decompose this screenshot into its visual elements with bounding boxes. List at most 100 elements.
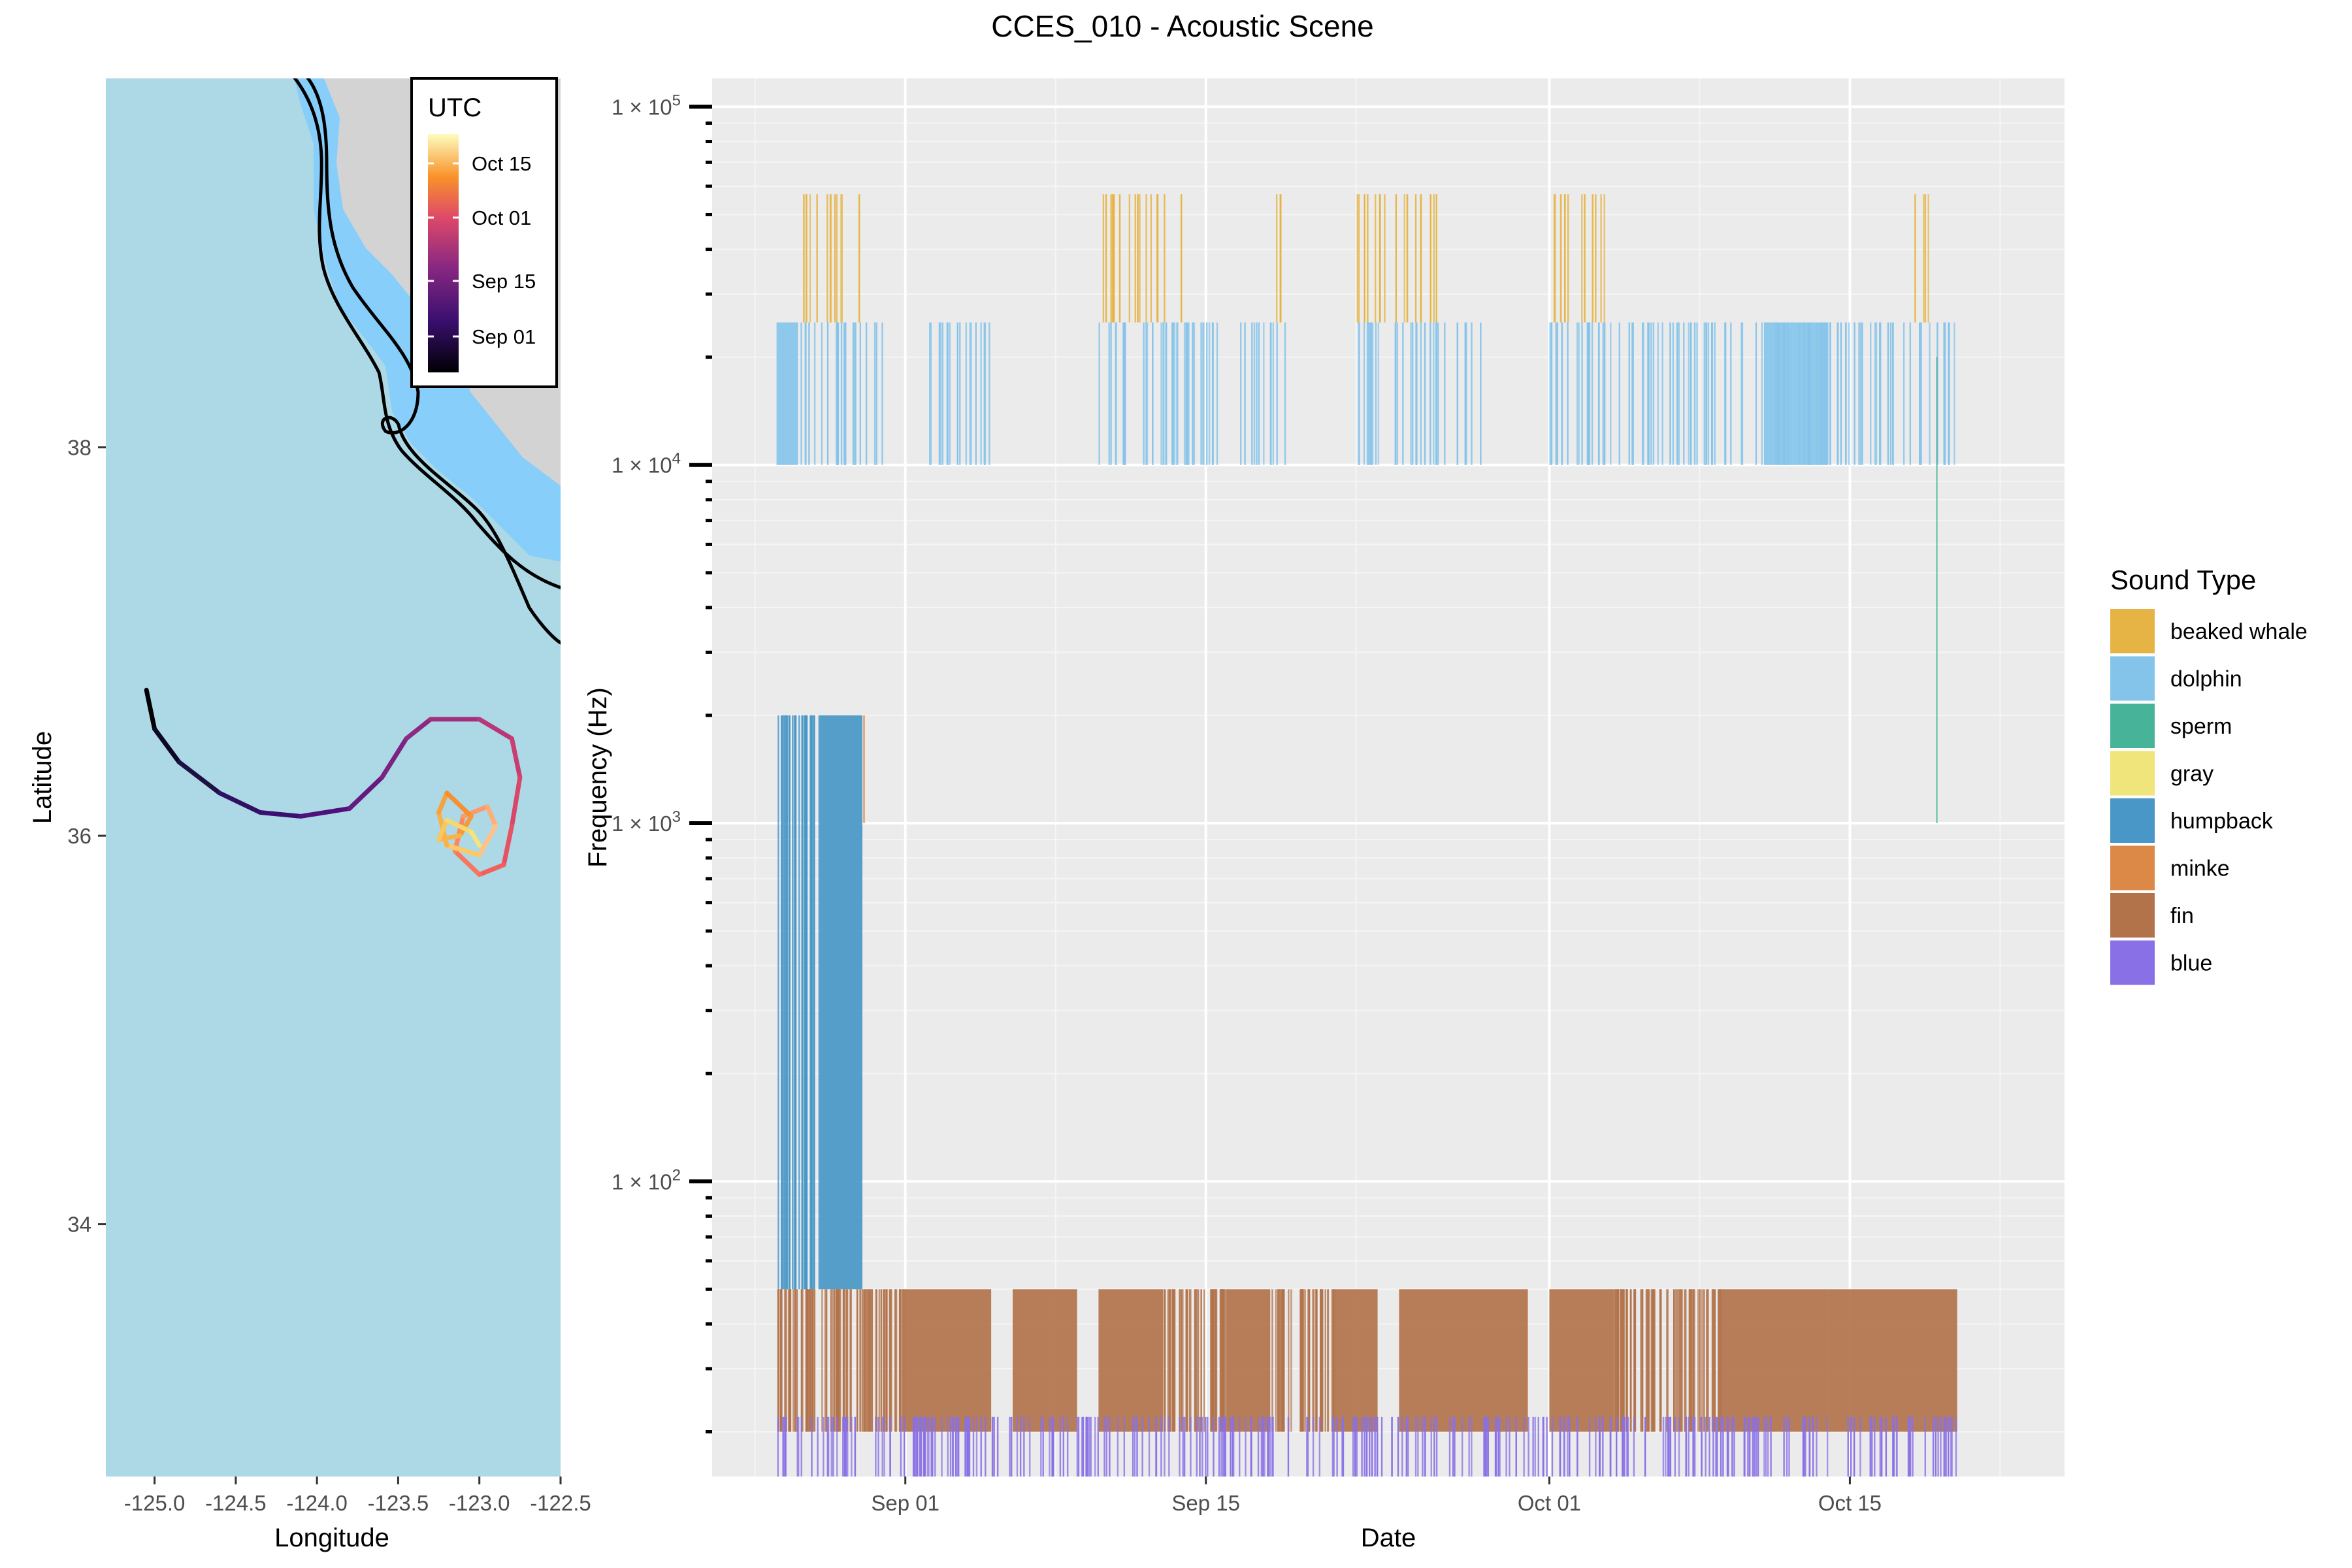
- detection-bar: [854, 1416, 856, 1477]
- detection-bar: [1550, 322, 1553, 465]
- detection-bar: [1672, 322, 1674, 465]
- utc-legend-ticks: Oct 15 Oct 01 Sep 15 Sep 01: [428, 152, 536, 348]
- detection-bar: [1279, 1289, 1281, 1432]
- detection-bar: [1356, 194, 1359, 323]
- detection-bar: [1471, 322, 1473, 465]
- detection-bar: [1414, 1416, 1417, 1477]
- detection-bar: [1599, 1416, 1601, 1477]
- detection-bar: [1110, 194, 1112, 323]
- detection-bar: [866, 1289, 868, 1432]
- detection-bar: [883, 1416, 885, 1477]
- legend-item-dolphin: dolphin: [2110, 656, 2242, 701]
- detection-bar: [1556, 322, 1559, 465]
- detection-bar: [1733, 1416, 1735, 1477]
- detection-bar: [809, 194, 811, 323]
- detection-bar: [1730, 322, 1732, 465]
- detection-bar: [1652, 322, 1655, 465]
- detection-bar: [1306, 1416, 1308, 1477]
- detection-bar: [810, 715, 813, 1290]
- detection-bar: [859, 322, 862, 465]
- detection-bar: [1499, 1416, 1501, 1477]
- detection-bar: [1185, 322, 1187, 465]
- detection-bar: [1936, 357, 1938, 823]
- detection-bar: [1804, 1416, 1806, 1477]
- detection-bar: [1929, 322, 1931, 465]
- detection-bar: [1714, 1289, 1716, 1432]
- detection-bar: [777, 1289, 779, 1432]
- detection-bar: [1950, 1416, 1952, 1477]
- detection-bar: [1648, 1289, 1650, 1432]
- detection-bar: [915, 1416, 917, 1477]
- detection-bar: [813, 715, 815, 1290]
- detection-bar: [1697, 1289, 1699, 1432]
- detection-bar: [1354, 1416, 1356, 1477]
- detection-bar: [777, 1416, 779, 1477]
- detection-bar: [804, 715, 806, 1290]
- detection-bar: [1253, 322, 1256, 465]
- detection-bar: [1167, 1289, 1169, 1432]
- detection-bar: [1405, 1416, 1408, 1477]
- detection-bar: [1322, 1289, 1324, 1432]
- detection-bar: [930, 1416, 932, 1477]
- detection-bar: [1424, 1416, 1426, 1477]
- detection-bar: [1945, 1416, 1948, 1477]
- detection-bar: [858, 194, 860, 323]
- detection-bar: [968, 1416, 971, 1477]
- detection-bar: [1515, 1416, 1517, 1477]
- detection-bar: [1847, 1416, 1849, 1477]
- detection-bar: [878, 1289, 881, 1432]
- detection-bar: [840, 322, 843, 465]
- detection-bar: [1367, 322, 1369, 465]
- series-minke: [863, 715, 865, 823]
- detection-bar: [777, 715, 779, 1290]
- legend-swatch: [2110, 845, 2155, 890]
- detection-bar: [1767, 1416, 1769, 1477]
- detection-bar: [1224, 1289, 1227, 1432]
- detection-bar: [941, 1416, 943, 1477]
- detection-bar: [1578, 322, 1580, 465]
- detection-bar: [1407, 1416, 1409, 1477]
- detection-bar: [1948, 322, 1950, 465]
- detection-bar-block: [776, 322, 798, 465]
- map-x-tick-label: -125.0: [124, 1491, 186, 1515]
- detection-bar: [1788, 1416, 1790, 1477]
- sound-type-legend: Sound Type beaked whale dolphin sperm gray h…: [2110, 564, 2308, 985]
- detection-bar: [1410, 322, 1412, 465]
- detection-bar: [1375, 322, 1377, 465]
- detection-bar: [800, 1289, 803, 1432]
- detection-bar: [1932, 1416, 1935, 1477]
- detection-bar: [1256, 322, 1258, 465]
- detection-bar: [1183, 322, 1186, 465]
- detection-bar: [777, 1289, 780, 1432]
- detection-bar: [1677, 1289, 1679, 1432]
- detection-bar: [1180, 1289, 1183, 1432]
- utc-legend-title: UTC: [428, 93, 482, 122]
- detection-bar: [838, 1289, 840, 1432]
- detection-bar: [1051, 1416, 1053, 1477]
- detection-bar: [1169, 1289, 1171, 1432]
- detection-bar: [1420, 322, 1422, 465]
- detection-bar: [1152, 322, 1154, 465]
- detection-bar: [1182, 1289, 1184, 1432]
- detection-bar: [966, 1416, 968, 1477]
- detection-bar: [1155, 1416, 1157, 1477]
- detection-bar: [1444, 322, 1446, 465]
- detection-bar: [1845, 322, 1847, 465]
- detection-bar: [1924, 194, 1927, 323]
- detection-bar: [1391, 1416, 1393, 1477]
- detection-bar: [863, 715, 865, 823]
- detection-bar: [1196, 1416, 1198, 1477]
- detection-bar: [1693, 1416, 1696, 1477]
- detection-bar: [1704, 322, 1707, 465]
- detection-bar: [1770, 1416, 1772, 1477]
- legend-swatch: [2110, 656, 2155, 701]
- detection-bar: [1609, 1416, 1612, 1477]
- detection-bar: [1688, 322, 1690, 465]
- detection-bar: [949, 322, 951, 465]
- detection-bar-block: [819, 715, 862, 1290]
- map-x-tick-label: -124.0: [286, 1491, 348, 1515]
- detection-bar: [1313, 1289, 1315, 1432]
- detection-bar: [811, 1416, 813, 1477]
- legend-swatch: [2110, 609, 2155, 653]
- detection-bar: [1379, 194, 1381, 323]
